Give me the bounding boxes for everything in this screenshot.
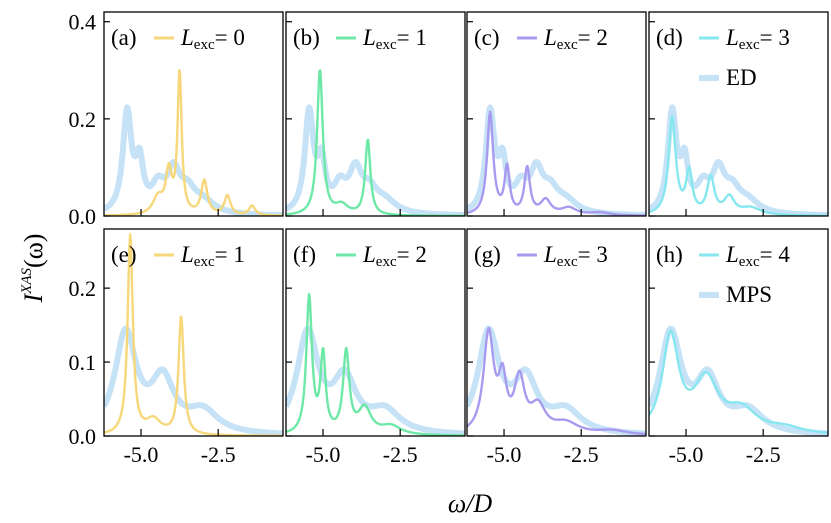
panel-id-label: (f) [293, 242, 316, 267]
reference-series-line [104, 325, 283, 436]
x-tick-label: -2.5 [201, 442, 236, 467]
panel-c: (c) Lexc= 2 [466, 11, 647, 217]
legend-label-reference: ED [726, 65, 757, 90]
y-tick-label: 0.1 [69, 350, 97, 375]
legend-label-reference: MPS [726, 282, 772, 307]
legend-label-lexc: Lexc= 1 [362, 25, 427, 53]
legend-symbol-L: L [180, 25, 194, 50]
legend-symbol-L: L [725, 242, 739, 267]
legend-subscript: exc [194, 254, 215, 270]
panel-id-label: (b) [293, 25, 320, 50]
panel-frame [285, 11, 466, 217]
legend-value: = 3 [760, 25, 790, 50]
panel-frame [648, 11, 829, 217]
legend-subscript: exc [557, 254, 578, 270]
panel-id-label: (d) [656, 25, 683, 50]
panel-frame [466, 11, 647, 217]
legend-subscript: exc [376, 254, 397, 270]
panel-frame [466, 228, 647, 437]
panel-frame [648, 228, 829, 437]
legend-subscript: exc [739, 37, 760, 53]
legend-label-lexc: Lexc= 3 [543, 242, 608, 270]
legend-label-lexc: Lexc= 0 [180, 25, 245, 53]
y-axis-label: IXAS(ω) [19, 234, 48, 304]
legend-label-lexc: Lexc= 4 [725, 242, 790, 270]
panel-h: -5.0 -2.5 (h) Lexc= 4 MPS [648, 228, 829, 467]
legend-symbol-L: L [725, 25, 739, 50]
panel-id-label: (h) [656, 242, 683, 267]
y-tick-label: 0.0 [69, 424, 97, 449]
legend-subscript: exc [739, 254, 760, 270]
y-axis-label-main: I [19, 292, 48, 303]
panel-frame [103, 228, 284, 437]
legend-subscript: exc [557, 37, 578, 53]
legend-value: = 3 [578, 242, 608, 267]
legend-label-lexc: Lexc= 2 [362, 242, 427, 270]
panel-g: -5.0 -2.5 (g) Lexc= 3 [466, 228, 647, 467]
lexc-series-line [467, 326, 646, 436]
panels-layer: 0.00.20.4(a) Lexc= 0 (b) Lexc= 1 (c) Lexc= 2(… [69, 10, 829, 467]
y-axis-label-sup: XAS [19, 267, 35, 294]
legend-symbol-L: L [180, 242, 194, 267]
panel-frame [285, 228, 466, 437]
panel-f: -5.0 -2.5 (f) Lexc= 2 [285, 228, 466, 467]
legend-value: = 2 [578, 25, 608, 50]
x-tick-label: -5.0 [124, 442, 159, 467]
lexc-series-line [104, 69, 283, 216]
legend-symbol-L: L [362, 242, 376, 267]
legend-symbol-L: L [362, 25, 376, 50]
x-tick-label: -2.5 [746, 442, 781, 467]
panel-d: (d) Lexc= 3ED [648, 11, 829, 217]
x-axis-label: ω/D [448, 489, 493, 518]
y-tick-label: 0.0 [69, 204, 97, 229]
lexc-series-line [649, 114, 828, 216]
legend-subscript: exc [194, 37, 215, 53]
reference-series-line [286, 325, 465, 436]
y-tick-label: 0.4 [69, 10, 97, 35]
axes-labels: ω/D IXAS(ω) [19, 234, 492, 518]
panel-e: -5.0 -2.5 0.0 0.1 0.2 (e) Lexc= 1 [69, 228, 284, 467]
x-tick-label: -5.0 [487, 442, 522, 467]
panel-id-label: (a) [111, 25, 137, 50]
legend-label-lexc: Lexc= 1 [180, 242, 245, 270]
panel-id-label: (e) [111, 242, 137, 267]
x-tick-label: -2.5 [383, 442, 418, 467]
reference-series-line [286, 104, 465, 216]
y-axis-label-tail: (ω) [19, 234, 48, 268]
panel-b: (b) Lexc= 1 [285, 11, 466, 217]
panel-id-label: (c) [474, 25, 500, 50]
panel-a: 0.0 0.2 0.4 (a) Lexc= 0 [69, 10, 284, 229]
legend-value: = 0 [215, 25, 245, 50]
reference-series-line [104, 104, 283, 216]
x-tick-label: -5.0 [306, 442, 341, 467]
reference-series-line [467, 325, 646, 436]
legend-label-lexc: Lexc= 2 [543, 25, 608, 53]
legend-symbol-L: L [543, 242, 557, 267]
y-tick-label: 0.2 [69, 107, 97, 132]
reference-series-line [649, 325, 828, 436]
panel-id-label: (g) [474, 242, 501, 267]
legend-value: = 1 [215, 242, 245, 267]
legend-value: = 4 [760, 242, 791, 267]
panel-frame [103, 11, 284, 217]
legend-subscript: exc [376, 37, 397, 53]
lexc-series-line [649, 329, 828, 434]
legend-symbol-L: L [543, 25, 557, 50]
legend-value: = 1 [397, 25, 427, 50]
legend-label-lexc: Lexc= 3 [725, 25, 790, 53]
x-tick-label: -2.5 [564, 442, 599, 467]
x-tick-label: -5.0 [669, 442, 704, 467]
y-tick-label: 0.2 [69, 276, 97, 301]
legend-value: = 2 [397, 242, 427, 267]
lexc-series-line [467, 110, 646, 216]
lexc-series-line [286, 292, 465, 436]
